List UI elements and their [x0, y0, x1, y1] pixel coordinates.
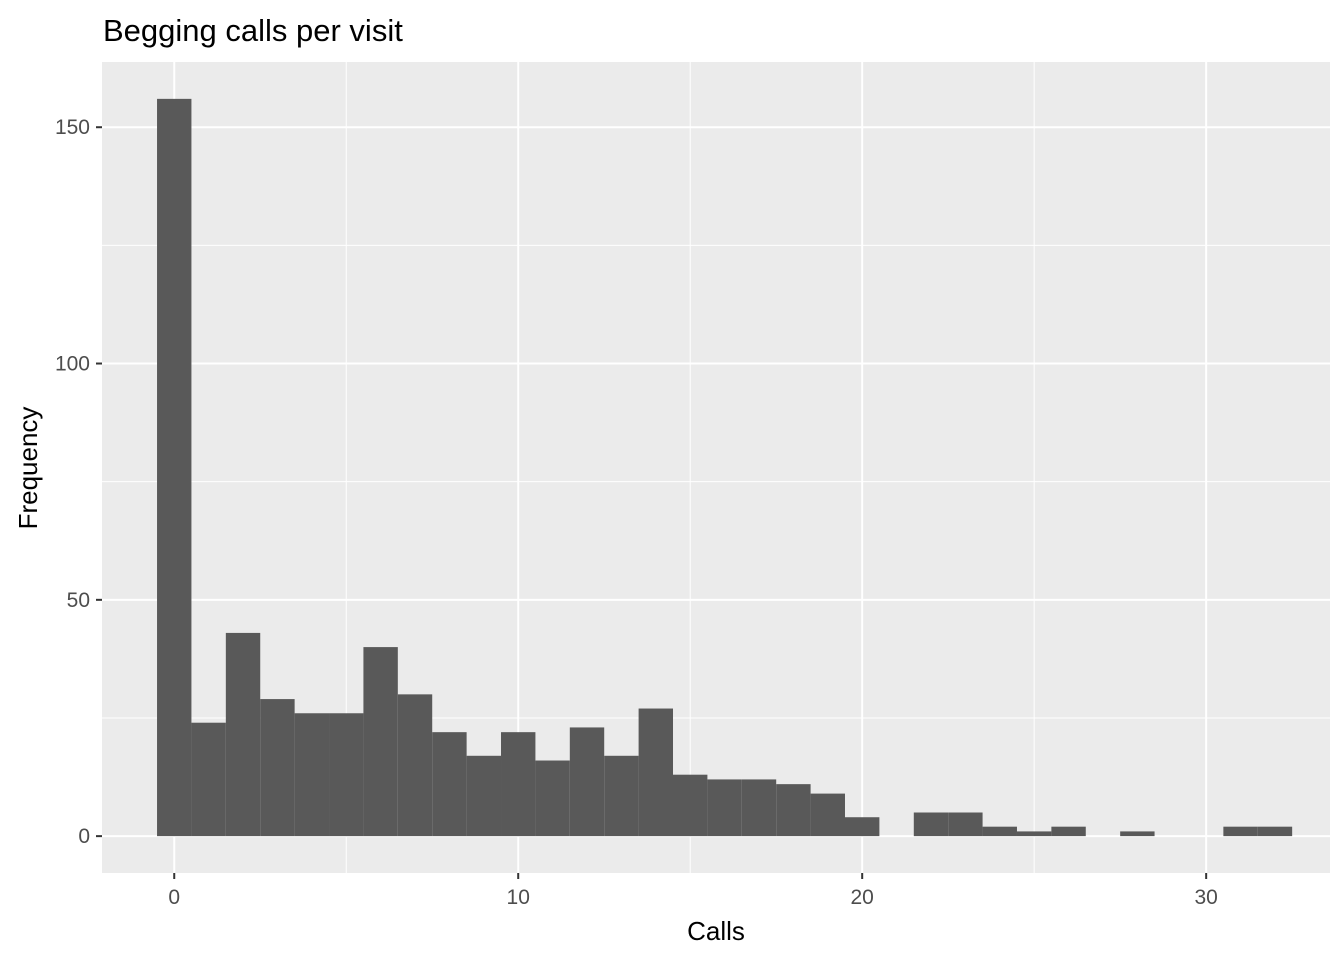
histogram-bar	[1120, 831, 1155, 837]
histogram-bar	[569, 727, 605, 837]
histogram-bar	[844, 817, 880, 837]
histogram-bar	[191, 722, 226, 837]
histogram-bar	[294, 713, 330, 837]
x-tick-label: 10	[507, 886, 530, 909]
x-axis-title: Calls	[687, 916, 745, 946]
x-axis: 0 10 20 30	[168, 873, 1218, 909]
chart-title: Begging calls per visit	[103, 13, 403, 48]
histogram-bar	[982, 826, 1017, 837]
histogram-bar	[397, 694, 433, 837]
y-tick-label: 150	[55, 116, 90, 139]
histogram-bar	[432, 732, 467, 837]
histogram-bar	[638, 708, 674, 837]
histogram-bar	[1223, 826, 1258, 837]
histogram-bar	[157, 98, 192, 837]
y-axis: 0 50 100 150	[55, 116, 102, 848]
histogram-bar	[776, 784, 811, 837]
histogram-bar	[501, 732, 536, 837]
histogram-bar	[913, 812, 949, 837]
histogram-bar	[1016, 831, 1052, 837]
histogram-bar	[535, 760, 570, 837]
x-tick-label: 20	[851, 886, 874, 909]
y-tick-label: 0	[78, 825, 90, 848]
histogram-bar	[329, 713, 364, 837]
histogram-bar	[225, 632, 261, 837]
histogram-bar	[363, 647, 398, 837]
y-tick-label: 100	[55, 353, 90, 376]
x-tick-label: 30	[1194, 886, 1217, 909]
histogram-bars	[157, 98, 1293, 837]
histogram-bar	[260, 699, 295, 837]
histogram-bar	[741, 779, 777, 837]
histogram-bar	[810, 793, 845, 837]
histogram-bar	[1051, 826, 1086, 837]
histogram-bar	[466, 755, 502, 837]
histogram-bar	[673, 774, 708, 837]
histogram-bar	[604, 755, 639, 837]
x-tick-label: 0	[168, 886, 180, 909]
y-axis-title: Frequency	[13, 407, 43, 530]
histogram-bar	[707, 779, 742, 837]
y-tick-label: 50	[67, 589, 90, 612]
histogram-bar	[1257, 826, 1293, 837]
histogram-bar	[948, 812, 983, 837]
